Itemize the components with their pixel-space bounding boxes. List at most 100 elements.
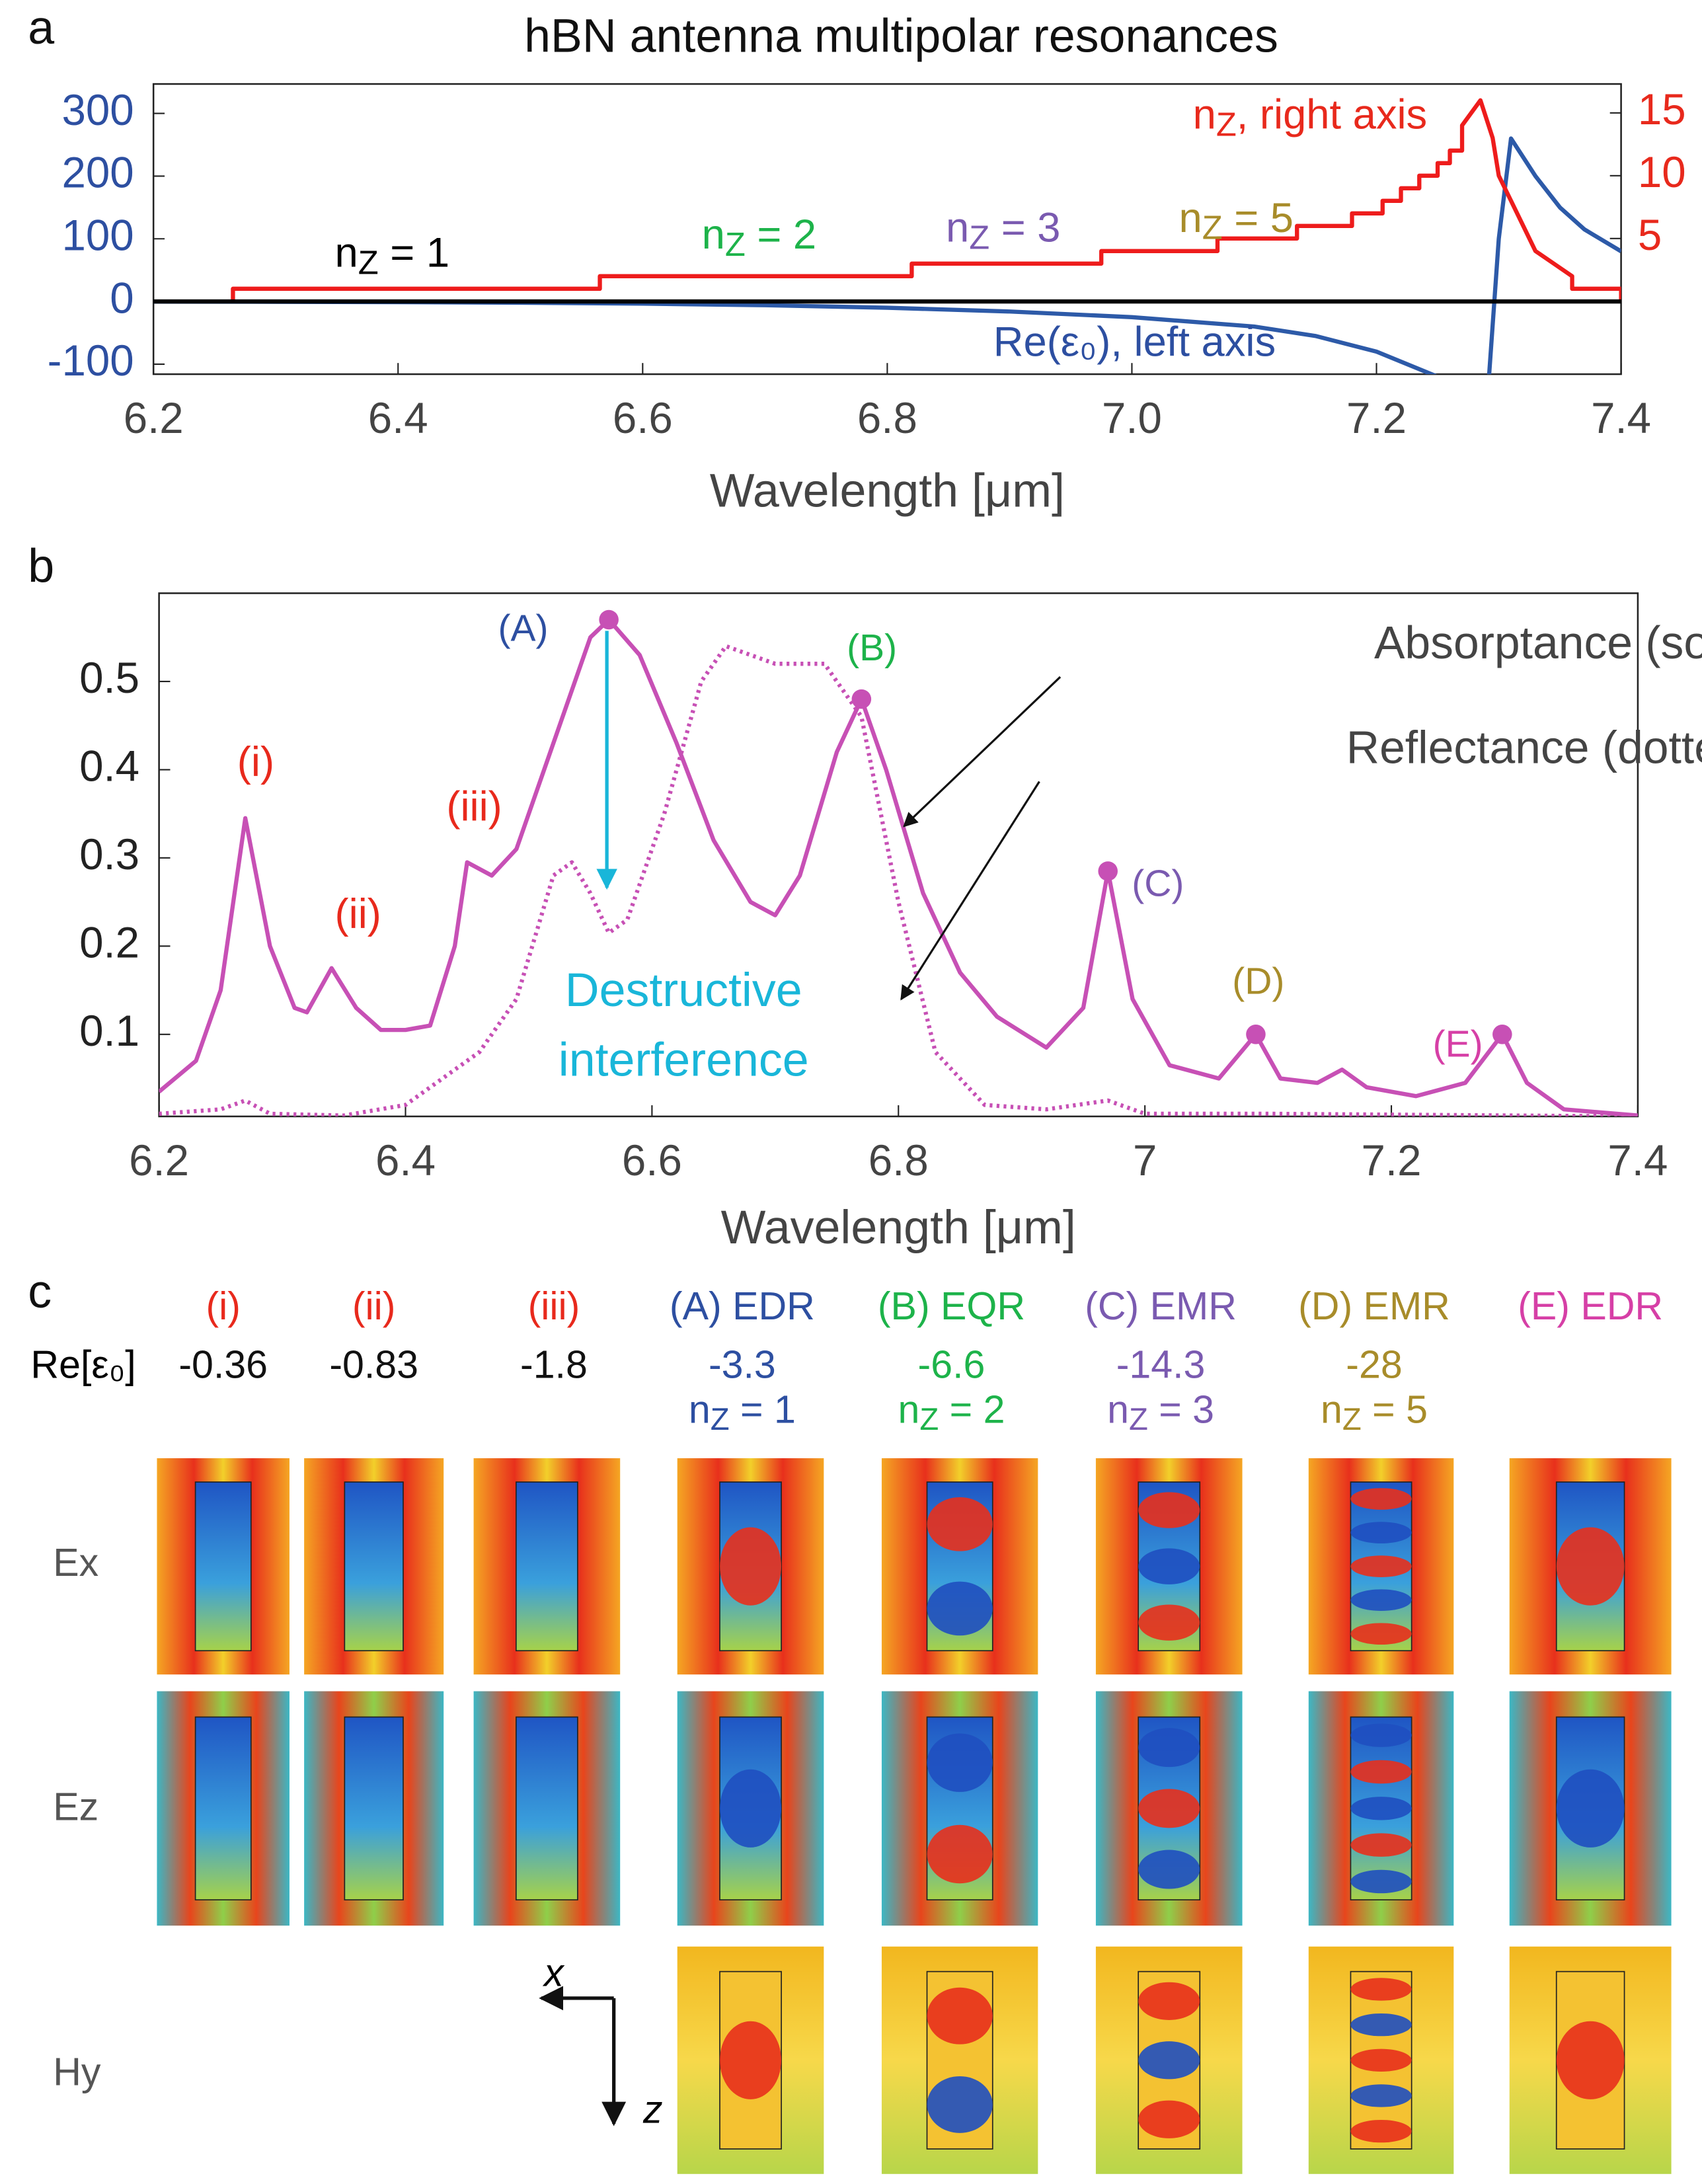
y-tick-label: 0.3 bbox=[79, 830, 139, 878]
annotation-text: n bbox=[946, 204, 969, 251]
arrow bbox=[900, 781, 1040, 1001]
column-mode-text: n bbox=[1107, 1387, 1129, 1431]
column-mode-sub: Z bbox=[919, 1403, 939, 1438]
annotation: interference bbox=[559, 1034, 809, 1087]
annotation-text: n bbox=[702, 212, 725, 258]
field-lobe bbox=[927, 1733, 993, 1792]
column-label: (i) bbox=[206, 1284, 240, 1328]
row-label: Ex bbox=[53, 1541, 98, 1584]
column-mode: nZ = 1 bbox=[689, 1387, 796, 1438]
field-lobe bbox=[1350, 2084, 1412, 2107]
row-label: Ez bbox=[53, 1785, 98, 1829]
column-label: (A) EDR bbox=[670, 1284, 815, 1328]
x-tick-label: 7.4 bbox=[1607, 1136, 1668, 1185]
field-map bbox=[1509, 1458, 1672, 1675]
x-tick-label: 6.6 bbox=[622, 1136, 682, 1185]
column-value: -1.8 bbox=[520, 1343, 588, 1386]
field-lobe bbox=[1556, 2021, 1625, 2099]
field-lobe bbox=[1138, 1850, 1200, 1889]
field-lobe bbox=[1350, 1589, 1412, 1611]
y2-tick-label: 10 bbox=[1638, 148, 1686, 196]
annotation-text: n bbox=[1193, 91, 1216, 137]
field-lobe bbox=[1350, 1797, 1412, 1820]
x-tick-label: 6.8 bbox=[857, 394, 917, 442]
column-mode-rest: = 2 bbox=[939, 1387, 1005, 1431]
x-axis-label: Wavelength [μm] bbox=[721, 1201, 1076, 1254]
annotation-sub: Z bbox=[1202, 209, 1223, 247]
field-map bbox=[1509, 1691, 1672, 1926]
y-tick-label: 0 bbox=[110, 274, 134, 322]
chart: hBN antenna multipolar resonances Wavelen… bbox=[48, 9, 1686, 518]
column-label: (E) EDR bbox=[1518, 1284, 1663, 1328]
field-lobe bbox=[719, 2021, 782, 2099]
peak-label: (B) bbox=[847, 627, 897, 669]
column-mode-text: n bbox=[689, 1387, 711, 1431]
field-lobe bbox=[1350, 1522, 1412, 1543]
y-tick-label: 100 bbox=[61, 212, 134, 260]
field-lobe bbox=[927, 1581, 993, 1636]
field-lobe bbox=[1138, 1548, 1200, 1584]
annotation: (ii) bbox=[335, 891, 381, 937]
antenna bbox=[194, 1481, 252, 1652]
y-tick-label: 200 bbox=[61, 149, 134, 197]
annotation-rest: , right axis bbox=[1237, 91, 1427, 137]
x-tick-label: 7.4 bbox=[1591, 394, 1651, 442]
field-map bbox=[157, 1691, 290, 1926]
column-value: -6.6 bbox=[918, 1343, 986, 1386]
annotation-sub: Z bbox=[969, 219, 989, 256]
field-map bbox=[473, 1458, 621, 1675]
column-label: (ii) bbox=[352, 1284, 396, 1328]
y-tick-label: -100 bbox=[48, 336, 134, 385]
annotation: nZ, right axis bbox=[1193, 91, 1428, 143]
chart: Wavelength [μm] 6.2 6.4 6.6 6.8 7 7.2 7.4 0.1 0.2… bbox=[79, 592, 1702, 1254]
column-value: -28 bbox=[1346, 1343, 1402, 1386]
field-lobe bbox=[1350, 1488, 1412, 1510]
field-map bbox=[304, 1691, 444, 1926]
x-tick-label: 6.4 bbox=[375, 1136, 436, 1185]
field-map bbox=[1095, 1458, 1243, 1675]
field-map bbox=[1308, 1946, 1454, 2174]
field-lobe bbox=[1350, 1555, 1412, 1577]
column-mode-text: n bbox=[1321, 1387, 1342, 1431]
field-lobe bbox=[719, 1527, 782, 1606]
annotation-rest: = 2 bbox=[746, 212, 816, 258]
annotation: nZ = 2 bbox=[702, 212, 816, 263]
panel-label: c bbox=[28, 1265, 52, 1318]
annotation: nZ = 3 bbox=[946, 204, 1060, 256]
column-value: -0.83 bbox=[329, 1343, 418, 1386]
field-lobe bbox=[1556, 1527, 1625, 1606]
peak-label: (D) bbox=[1232, 960, 1284, 1002]
field-map bbox=[881, 1691, 1038, 1926]
column-mode-sub: Z bbox=[1129, 1403, 1148, 1438]
x-tick-label: 6.8 bbox=[869, 1136, 929, 1185]
antenna bbox=[344, 1481, 404, 1652]
column-mode: nZ = 5 bbox=[1321, 1387, 1428, 1438]
peak-marker bbox=[599, 609, 619, 630]
y2-tick-label: 5 bbox=[1638, 211, 1662, 259]
x-tick-label: 6.2 bbox=[129, 1136, 189, 1185]
plot-area bbox=[159, 617, 1638, 1116]
series-line bbox=[231, 98, 1621, 301]
annotation: Reflectance (dotted line) bbox=[1346, 721, 1702, 773]
field-lobe bbox=[1350, 2013, 1412, 2037]
x-tick-label: 6.6 bbox=[613, 394, 673, 442]
antenna bbox=[344, 1716, 404, 1900]
peak-marker bbox=[851, 689, 872, 709]
x-axis-label: Wavelength [μm] bbox=[710, 465, 1065, 518]
x-tick-label: 6.2 bbox=[124, 394, 184, 442]
field-map bbox=[157, 1458, 290, 1675]
chart-title: hBN antenna multipolar resonances bbox=[524, 9, 1278, 62]
x-tick-label: 7.2 bbox=[1362, 1136, 1422, 1185]
annotation: nZ = 5 bbox=[1179, 195, 1294, 247]
field-lobe bbox=[1350, 1760, 1412, 1784]
annotation-sub: Z bbox=[1216, 106, 1237, 143]
field-map bbox=[1308, 1458, 1454, 1675]
column-label: (iii) bbox=[528, 1284, 580, 1328]
field-lobe bbox=[927, 1497, 993, 1551]
annotation: Re(ε₀), left axis bbox=[993, 319, 1276, 365]
column-mode: nZ = 2 bbox=[898, 1387, 1005, 1438]
x-tick-label: 7.0 bbox=[1102, 394, 1162, 442]
column-mode-rest: = 3 bbox=[1148, 1387, 1214, 1431]
peak-label: (A) bbox=[498, 607, 549, 649]
antenna bbox=[194, 1716, 252, 1900]
